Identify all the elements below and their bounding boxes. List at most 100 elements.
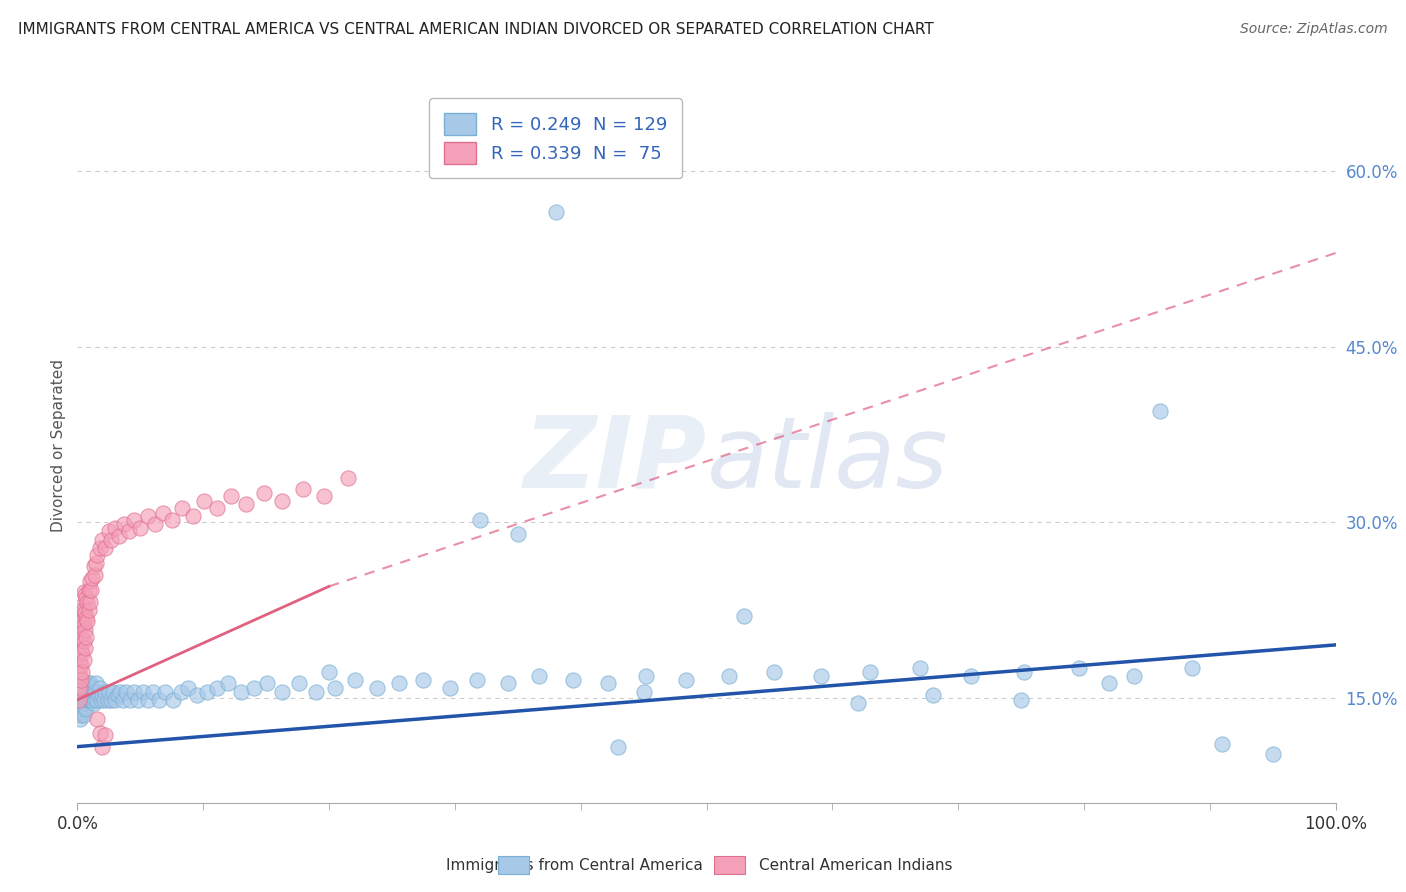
Y-axis label: Divorced or Separated: Divorced or Separated	[51, 359, 66, 533]
Point	[69, 669, 91, 683]
Point	[181, 509, 204, 524]
Point	[82, 681, 104, 695]
Point	[73, 607, 96, 621]
Point	[527, 669, 550, 683]
Point	[69, 688, 91, 702]
Point	[77, 693, 100, 707]
Point	[152, 506, 174, 520]
Point	[122, 513, 145, 527]
Point	[252, 485, 274, 500]
Point	[193, 494, 215, 508]
Point	[75, 630, 97, 644]
Point	[73, 699, 96, 714]
Point	[132, 684, 155, 698]
Point	[75, 693, 97, 707]
Point	[79, 684, 101, 698]
Point	[77, 676, 100, 690]
Point	[80, 690, 103, 705]
Point	[93, 693, 115, 707]
Point	[77, 603, 100, 617]
Point	[169, 684, 191, 698]
Point	[108, 684, 131, 698]
Point	[291, 483, 314, 497]
Point	[70, 657, 93, 672]
Point	[118, 524, 141, 539]
Point	[675, 673, 697, 687]
Point	[67, 679, 90, 693]
Point	[72, 634, 94, 648]
Point	[1123, 669, 1146, 683]
Point	[75, 591, 97, 605]
Point	[70, 693, 93, 707]
Point	[205, 501, 228, 516]
Point	[89, 725, 111, 739]
Point	[84, 676, 107, 690]
Point	[73, 697, 96, 711]
Point	[108, 529, 131, 543]
Point	[318, 665, 340, 679]
Point	[67, 693, 90, 707]
Point	[122, 684, 145, 698]
Point	[72, 618, 94, 632]
Point	[922, 688, 945, 702]
Point	[242, 681, 264, 695]
Point	[506, 526, 529, 541]
Point	[229, 684, 252, 698]
Point	[104, 693, 127, 707]
Point	[90, 693, 112, 707]
Point	[72, 699, 94, 714]
Point	[83, 684, 105, 698]
Point	[79, 574, 101, 588]
Point	[69, 697, 91, 711]
Point	[733, 608, 755, 623]
Point	[67, 693, 90, 707]
Point	[72, 615, 94, 629]
Point	[107, 688, 129, 702]
Point	[104, 521, 127, 535]
Point	[75, 702, 97, 716]
Point	[75, 676, 97, 690]
Point	[72, 684, 94, 698]
Point	[72, 693, 94, 707]
Point	[73, 588, 96, 602]
Point	[1211, 737, 1233, 751]
Point	[97, 684, 120, 698]
Point	[763, 665, 786, 679]
Point	[115, 684, 138, 698]
Point	[1261, 747, 1284, 761]
Point	[562, 673, 585, 687]
Point	[77, 582, 100, 597]
Point	[217, 676, 239, 690]
Point	[67, 684, 90, 698]
Point	[75, 684, 97, 698]
Point	[76, 684, 98, 698]
Text: Central American Indians: Central American Indians	[759, 858, 953, 872]
Point	[84, 567, 107, 582]
Point	[111, 693, 134, 707]
Point	[959, 669, 981, 683]
Point	[70, 690, 93, 705]
Point	[366, 681, 388, 695]
Point	[70, 603, 93, 617]
Point	[859, 665, 882, 679]
Point	[72, 681, 94, 695]
Point	[70, 630, 93, 644]
Point	[1098, 676, 1121, 690]
Point	[636, 669, 658, 683]
Point	[80, 582, 103, 597]
Point	[67, 667, 90, 681]
Point	[1149, 404, 1171, 418]
Point	[76, 676, 98, 690]
Point	[101, 684, 124, 698]
Point	[69, 657, 91, 672]
Point	[70, 673, 93, 687]
Point	[73, 690, 96, 705]
Point	[439, 681, 461, 695]
Point	[91, 688, 114, 702]
Point	[467, 673, 489, 687]
Point	[72, 646, 94, 660]
Point	[72, 599, 94, 614]
Point	[256, 676, 278, 690]
Point	[288, 676, 311, 690]
Point	[846, 697, 869, 711]
